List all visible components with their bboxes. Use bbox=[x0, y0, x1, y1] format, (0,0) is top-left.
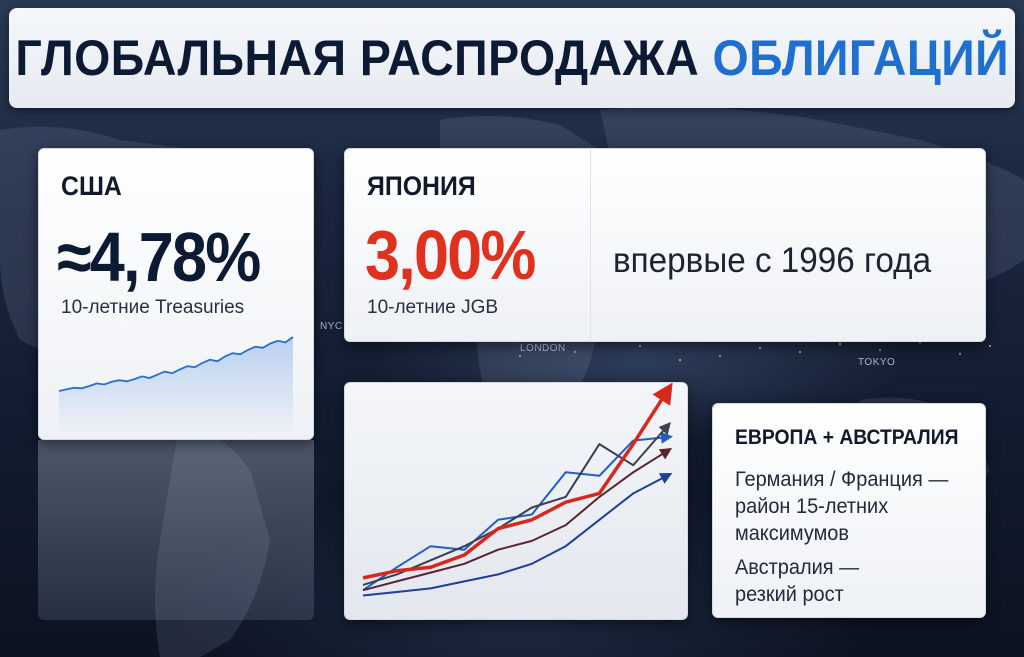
title-accent: ОБЛИГАЦИЙ bbox=[712, 30, 1009, 86]
title-main: ГЛОБАЛЬНАЯ РАСПРОДАЖА bbox=[15, 30, 713, 86]
japan-label: ЯПОНИЯ bbox=[367, 171, 476, 201]
trend-chart bbox=[362, 383, 673, 597]
usa-yield-value: ≈4,78% bbox=[57, 218, 261, 296]
europe-line-2: район 15-летних bbox=[735, 495, 889, 518]
map-label-nyc: NYC bbox=[320, 321, 343, 332]
trend-series-line-2 bbox=[362, 421, 671, 586]
usa-card-reflection bbox=[38, 440, 314, 620]
sparkline-area bbox=[59, 337, 293, 435]
japan-card: ЯПОНИЯ 3,00% 10-летние JGB впервые с 199… bbox=[344, 148, 986, 342]
usa-sparkline bbox=[58, 336, 294, 435]
trend-series-line-4 bbox=[362, 473, 673, 597]
europe-australia-card: ЕВРОПА + АВСТРАЛИЯ Германия / Франция — … bbox=[712, 403, 986, 618]
trend-series-line-3 bbox=[362, 448, 673, 592]
page-title: ГЛОБАЛЬНАЯ РАСПРОДАЖА ОБЛИГАЦИЙ bbox=[15, 29, 1009, 87]
europe-line-1: Германия / Франция — bbox=[735, 468, 949, 491]
sparkline-line bbox=[58, 336, 294, 392]
europe-title: ЕВРОПА + АВСТРАЛИЯ bbox=[735, 426, 959, 449]
usa-label: США bbox=[61, 171, 122, 201]
trend-series-line-5 bbox=[362, 383, 673, 580]
japan-subtitle: 10-летние JGB bbox=[367, 297, 499, 318]
usa-subtitle: 10-летние Treasuries bbox=[61, 297, 245, 318]
map-label-tokyo: TOKYO bbox=[858, 357, 896, 368]
japan-note: впервые с 1996 года bbox=[613, 241, 932, 280]
europe-line-3: максимумов bbox=[735, 522, 849, 545]
japan-card-divider bbox=[590, 149, 591, 341]
usa-card: США ≈4,78% 10-летние Treasuries bbox=[38, 148, 314, 440]
trend-chart-card bbox=[344, 382, 688, 620]
japan-yield-value: 3,00% bbox=[365, 216, 536, 294]
australia-line-2: резкий рост bbox=[735, 583, 844, 606]
title-banner: ГЛОБАЛЬНАЯ РАСПРОДАЖА ОБЛИГАЦИЙ bbox=[9, 8, 1015, 108]
australia-line-1: Австралия — bbox=[735, 556, 860, 579]
map-label-london: LONDON bbox=[520, 343, 566, 354]
